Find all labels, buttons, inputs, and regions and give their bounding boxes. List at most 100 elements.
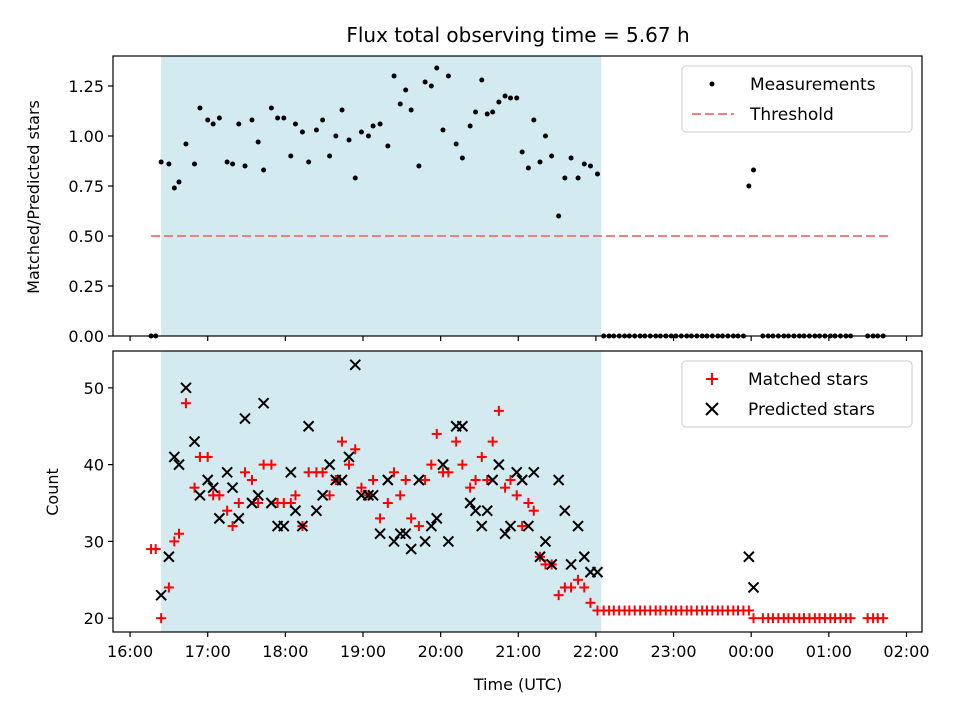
predicted-point [296, 520, 309, 532]
matched-point [163, 582, 174, 593]
predicted-point [278, 520, 290, 532]
bottom-y-axis-label: Count [43, 468, 62, 516]
legend-matched-label: Matched stars [748, 370, 868, 390]
measurement-point [514, 95, 520, 101]
measurement-point [422, 79, 428, 85]
measurement-point [391, 73, 397, 79]
matched-point [180, 398, 191, 409]
measurement-point [428, 83, 434, 89]
measurement-point [365, 133, 371, 139]
matched-point [585, 597, 596, 608]
measurement-point [236, 121, 242, 127]
measurement-point [459, 155, 465, 161]
top-legend: Measurements Threshold [681, 65, 913, 133]
predicted-point [747, 581, 760, 594]
top-y-tick-label: 1.25 [68, 77, 104, 96]
measurement-point [288, 153, 294, 159]
measurement-point [479, 77, 485, 83]
predicted-point [289, 504, 302, 517]
predicted-point [528, 466, 540, 479]
measurement-point [183, 141, 189, 147]
legend-predicted-marker [705, 402, 719, 416]
predicted-point [591, 566, 604, 578]
matched-point [451, 436, 462, 447]
bottom-observing-span [161, 351, 602, 632]
measurement-point [224, 159, 230, 165]
bottom-axes-frame [112, 350, 923, 633]
top-observing-span [161, 56, 602, 336]
matched-point [400, 474, 411, 485]
measurement-point [268, 105, 274, 111]
measurement-point [158, 159, 164, 165]
measurement-point [261, 167, 267, 173]
predicted-point [343, 451, 355, 463]
predicted-point [399, 528, 412, 540]
matched-point [420, 474, 431, 485]
measurement-point [490, 109, 496, 115]
matched-point [214, 490, 225, 501]
matched-point [566, 582, 577, 593]
measurement-point [171, 185, 177, 191]
measurement-point [216, 115, 222, 121]
measurement-point [416, 163, 422, 169]
measurement-point [508, 95, 514, 101]
bottom-y-tick-label: 20 [84, 609, 104, 628]
predicted-point [534, 551, 546, 563]
predicted-point [431, 512, 443, 525]
predicted-point [285, 466, 297, 479]
matched-point [493, 405, 504, 416]
matched-point [375, 513, 386, 524]
measurement-point [746, 183, 752, 189]
matched-point [337, 436, 348, 447]
predicted-point [257, 397, 270, 409]
predicted-point [252, 489, 264, 502]
bottom-legend-box [681, 360, 913, 428]
matched-point [227, 521, 238, 532]
matched-point [253, 498, 264, 509]
matched-point [482, 474, 493, 485]
matched-point [426, 459, 437, 470]
predicted-point [511, 466, 523, 479]
predicted-point [163, 551, 175, 563]
bottom-x-tick-label: 01:00 [806, 642, 852, 661]
predicted-point [336, 474, 348, 486]
matched-point [317, 467, 328, 478]
bottom-series-1 [155, 359, 760, 601]
predicted-point [233, 512, 245, 525]
matched-point [266, 459, 277, 470]
matched-point [470, 474, 481, 485]
predicted-point [552, 474, 565, 486]
measurement-point [352, 175, 358, 181]
predicted-point [202, 474, 214, 486]
legend-measurements-marker [709, 81, 715, 87]
predicted-point [323, 458, 336, 471]
top-y-tick-label: 0.50 [68, 227, 104, 246]
measurement-point [176, 179, 182, 185]
predicted-point [194, 489, 206, 502]
bottom-x-tick-label: 02:00 [883, 642, 929, 661]
bottom-y-tick-label: 30 [84, 532, 104, 551]
predicted-point [265, 497, 278, 509]
measurement-point [327, 153, 333, 159]
predicted-point [188, 435, 201, 448]
predicted-point [539, 535, 552, 548]
legend-threshold-label: Threshold [749, 105, 834, 125]
x-axis-label: Time (UTC) [473, 675, 562, 694]
measurement-point [403, 87, 409, 93]
predicted-point [221, 466, 233, 479]
bottom-x-tick-label: 17:00 [185, 642, 231, 661]
matched-point [553, 590, 564, 601]
predicted-point [316, 489, 329, 502]
measurement-point [275, 115, 281, 121]
measurement-point [358, 129, 364, 135]
top-y-tick-label: 1.00 [68, 127, 104, 146]
measurement-point [377, 121, 383, 127]
predicted-point [425, 520, 438, 532]
matched-point [487, 436, 498, 447]
bottom-x-tick-label: 21:00 [495, 642, 541, 661]
measurement-point [370, 123, 376, 129]
legend-matched-marker [706, 373, 718, 385]
matched-point [173, 528, 184, 539]
matched-point [389, 467, 400, 478]
matched-point [413, 521, 424, 532]
